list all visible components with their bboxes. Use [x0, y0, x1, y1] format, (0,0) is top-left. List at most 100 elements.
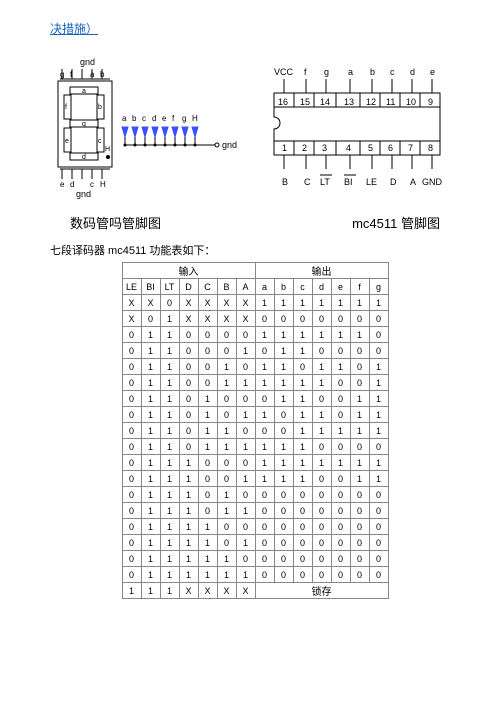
table-row: 01100101101101: [122, 359, 388, 375]
svg-text:d: d: [152, 114, 156, 123]
svg-text:b: b: [132, 114, 137, 123]
chip-top-labels: VCC f g a b c d e: [274, 67, 435, 77]
svg-text:a: a: [122, 114, 127, 123]
svg-text:f: f: [70, 70, 73, 79]
table-row: 01100001111110: [122, 327, 388, 343]
table-row: 01100111111001: [122, 375, 388, 391]
table-row: 01101000110011: [122, 391, 388, 407]
svg-text:12: 12: [366, 97, 376, 107]
svg-text:16: 16: [278, 97, 288, 107]
svg-text:GND: GND: [422, 177, 443, 187]
table-row: 01111000000000: [122, 519, 388, 535]
svg-text:e: e: [60, 180, 65, 189]
svg-text:B: B: [282, 177, 288, 187]
col-header: c: [293, 279, 312, 295]
table-row-latch: 111XXXX锁存: [122, 583, 388, 599]
svg-text:g: g: [82, 121, 86, 128]
svg-text:3: 3: [322, 143, 327, 153]
right-caption: mc4511 管脚图: [352, 213, 440, 232]
svg-text:H: H: [100, 180, 106, 189]
col-header: e: [331, 279, 350, 295]
col-header: C: [198, 279, 217, 295]
svg-text:5: 5: [368, 143, 373, 153]
svg-text:a: a: [90, 70, 95, 79]
truth-table: 输入 输出 LEBILTDCBAabcdefg XX0XXXX1111111X0…: [122, 262, 389, 599]
svg-text:d: d: [82, 154, 86, 161]
svg-text:C: C: [304, 177, 311, 187]
table-row: 01110001111111: [122, 455, 388, 471]
left-caption: 数码管吗管脚图: [70, 213, 161, 232]
svg-text:D: D: [390, 177, 397, 187]
svg-text:8: 8: [428, 143, 433, 153]
table-row: X01XXXX0000000: [122, 311, 388, 327]
table-row: 01100010110000: [122, 343, 388, 359]
svg-text:f: f: [172, 114, 175, 123]
svg-text:a: a: [82, 88, 86, 95]
svg-text:g: g: [182, 114, 186, 123]
col-header: B: [217, 279, 236, 295]
svg-text:b: b: [370, 67, 375, 77]
svg-text:VCC: VCC: [274, 67, 294, 77]
svg-text:BI: BI: [344, 177, 353, 187]
svg-text:c: c: [90, 180, 94, 189]
chip-top-pins: [284, 79, 432, 93]
svg-text:H: H: [192, 114, 198, 123]
svg-text:10: 10: [406, 97, 416, 107]
col-header-row: LEBILTDCBAabcdefg: [122, 279, 388, 295]
svg-text:b: b: [100, 70, 105, 79]
svg-text:A: A: [410, 177, 416, 187]
table-row: 01110100000000: [122, 487, 388, 503]
svg-text:e: e: [162, 114, 167, 123]
svg-text:15: 15: [300, 97, 310, 107]
svg-text:c: c: [142, 114, 146, 123]
col-header: a: [255, 279, 274, 295]
svg-text:6: 6: [388, 143, 393, 153]
svg-text:c: c: [390, 67, 395, 77]
svg-text:LT: LT: [320, 177, 330, 187]
gnd-label-top: gnd: [80, 57, 95, 67]
table-row: 01111110000000: [122, 567, 388, 583]
led-bank: a b c d e f g H: [122, 114, 237, 150]
svg-text:13: 13: [344, 97, 354, 107]
page-header: 决措施）: [50, 20, 460, 37]
svg-text:11: 11: [386, 97, 395, 107]
mc4511-pinout: VCC f g a b c d e: [270, 57, 460, 200]
svg-text:c: c: [98, 138, 102, 145]
svg-text:14: 14: [320, 97, 330, 107]
latch-cell: 锁存: [255, 583, 388, 599]
table-row: 01101100011111: [122, 423, 388, 439]
svg-text:d: d: [70, 180, 74, 189]
svg-text:9: 9: [428, 97, 433, 107]
svg-text:e: e: [65, 138, 69, 145]
svg-text:e: e: [430, 67, 435, 77]
table-row: 01110011110011: [122, 471, 388, 487]
svg-text:gnd: gnd: [222, 140, 237, 150]
col-header: b: [274, 279, 293, 295]
svg-text:gnd: gnd: [76, 189, 91, 199]
svg-text:H: H: [105, 146, 110, 153]
table-row: 01111010000000: [122, 535, 388, 551]
svg-text:g: g: [60, 70, 64, 79]
svg-text:d: d: [410, 67, 415, 77]
group-header-row: 输入 输出: [122, 263, 388, 279]
svg-text:a: a: [348, 67, 353, 77]
diagrams-row: gnd g f a b: [50, 57, 460, 205]
svg-text:7: 7: [408, 143, 413, 153]
col-header: g: [369, 279, 388, 295]
table-row: 01101111110000: [122, 439, 388, 455]
col-header: BI: [141, 279, 160, 295]
svg-text:LE: LE: [366, 177, 377, 187]
col-header: LE: [122, 279, 141, 295]
svg-text:f: f: [65, 104, 67, 111]
seven-segment-diagram: gnd g f a b: [50, 57, 240, 205]
col-header: d: [312, 279, 331, 295]
col-header: D: [179, 279, 198, 295]
svg-text:g: g: [324, 67, 329, 77]
svg-text:1: 1: [282, 143, 287, 153]
chip-bottom-labels: B C LT BI LE D A GND: [282, 175, 443, 187]
table-row: 01101011011011: [122, 407, 388, 423]
col-header: A: [236, 279, 255, 295]
table-row: 01110110000000: [122, 503, 388, 519]
svg-text:2: 2: [302, 143, 307, 153]
svg-text:b: b: [98, 104, 102, 111]
